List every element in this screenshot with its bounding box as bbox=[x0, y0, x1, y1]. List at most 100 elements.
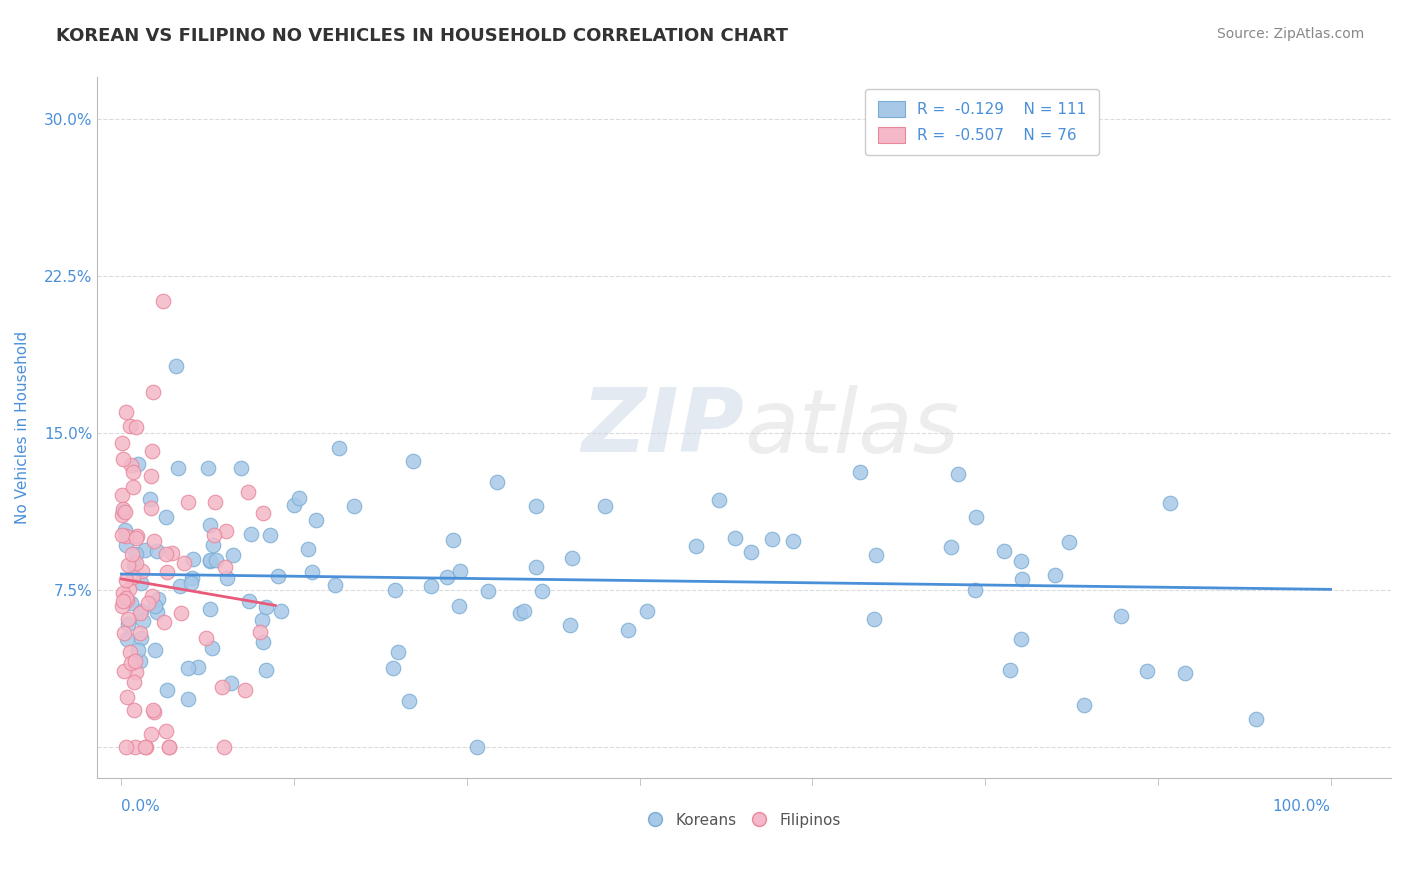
Point bbox=[965, 510, 987, 524]
Point bbox=[122, 675, 145, 690]
Point bbox=[865, 549, 887, 563]
Point bbox=[212, 739, 235, 754]
Point bbox=[115, 593, 138, 607]
Point bbox=[181, 571, 204, 585]
Point bbox=[141, 589, 163, 603]
Point bbox=[740, 544, 762, 558]
Point bbox=[114, 523, 136, 537]
Point bbox=[121, 570, 143, 584]
Point bbox=[117, 616, 139, 631]
Y-axis label: No Vehicles in Household: No Vehicles in Household bbox=[15, 331, 30, 524]
Point bbox=[117, 582, 139, 596]
Point bbox=[152, 293, 174, 308]
Point bbox=[297, 542, 319, 557]
Point bbox=[129, 625, 152, 640]
Point bbox=[946, 467, 969, 482]
Point bbox=[270, 604, 292, 618]
Point bbox=[120, 596, 142, 610]
Point bbox=[1174, 666, 1197, 681]
Point bbox=[180, 576, 202, 591]
Point bbox=[122, 465, 145, 479]
Point bbox=[401, 454, 423, 468]
Point bbox=[252, 635, 274, 649]
Point bbox=[593, 499, 616, 513]
Point bbox=[141, 501, 163, 516]
Point bbox=[156, 683, 179, 698]
Point bbox=[142, 703, 165, 717]
Point bbox=[486, 475, 509, 490]
Point bbox=[782, 533, 804, 548]
Point bbox=[125, 420, 148, 434]
Point bbox=[136, 596, 159, 610]
Point bbox=[146, 591, 169, 606]
Point bbox=[183, 551, 205, 566]
Point bbox=[157, 739, 180, 754]
Point bbox=[323, 578, 346, 592]
Point bbox=[169, 578, 191, 592]
Point bbox=[165, 359, 187, 374]
Point bbox=[112, 626, 135, 640]
Point bbox=[449, 599, 471, 613]
Point bbox=[176, 692, 198, 706]
Point bbox=[211, 680, 233, 694]
Point bbox=[142, 384, 165, 399]
Point bbox=[1059, 535, 1081, 549]
Point bbox=[125, 547, 148, 561]
Point bbox=[118, 645, 141, 659]
Point bbox=[112, 665, 135, 679]
Text: 100.0%: 100.0% bbox=[1272, 799, 1330, 814]
Point bbox=[125, 556, 148, 570]
Point bbox=[381, 661, 404, 675]
Point bbox=[449, 564, 471, 578]
Text: atlas: atlas bbox=[744, 384, 959, 471]
Point bbox=[117, 558, 139, 573]
Point bbox=[524, 499, 547, 513]
Point bbox=[131, 564, 153, 578]
Point bbox=[143, 642, 166, 657]
Point bbox=[127, 457, 149, 471]
Point bbox=[685, 539, 707, 553]
Point bbox=[170, 606, 193, 620]
Point bbox=[219, 675, 242, 690]
Point bbox=[198, 553, 221, 567]
Point bbox=[524, 560, 547, 574]
Point bbox=[252, 613, 274, 627]
Point bbox=[965, 582, 987, 597]
Point bbox=[477, 584, 499, 599]
Point bbox=[155, 547, 177, 561]
Point bbox=[198, 554, 221, 568]
Point bbox=[135, 739, 157, 754]
Point bbox=[465, 739, 488, 754]
Point bbox=[112, 452, 135, 467]
Point bbox=[288, 491, 311, 506]
Point bbox=[1136, 665, 1159, 679]
Point bbox=[129, 631, 152, 645]
Point bbox=[238, 593, 260, 607]
Point bbox=[849, 465, 872, 479]
Point bbox=[115, 632, 138, 646]
Point bbox=[195, 631, 218, 645]
Point bbox=[121, 547, 143, 561]
Point bbox=[636, 603, 658, 617]
Point bbox=[215, 571, 238, 585]
Point bbox=[110, 599, 132, 614]
Point bbox=[153, 615, 176, 629]
Point bbox=[993, 543, 1015, 558]
Point bbox=[1244, 712, 1267, 726]
Point bbox=[132, 614, 155, 628]
Point bbox=[202, 528, 225, 542]
Point bbox=[155, 723, 177, 738]
Point bbox=[114, 574, 136, 588]
Legend: Koreans, Filipinos: Koreans, Filipinos bbox=[641, 806, 846, 834]
Text: Source: ZipAtlas.com: Source: ZipAtlas.com bbox=[1216, 27, 1364, 41]
Point bbox=[157, 739, 180, 754]
Point bbox=[134, 543, 156, 558]
Point bbox=[200, 517, 222, 532]
Point bbox=[124, 665, 146, 680]
Point bbox=[724, 531, 747, 545]
Point bbox=[1010, 632, 1032, 646]
Point bbox=[129, 576, 152, 591]
Point bbox=[558, 618, 581, 632]
Point bbox=[229, 460, 252, 475]
Point bbox=[205, 553, 228, 567]
